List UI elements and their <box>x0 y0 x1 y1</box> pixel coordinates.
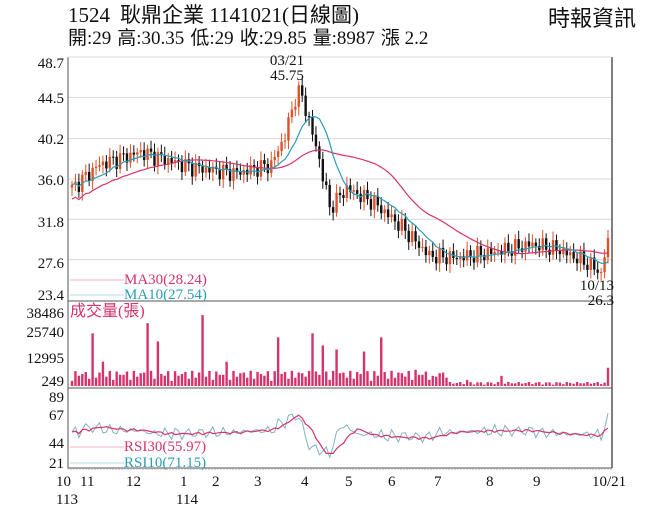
price-summary: 開:29 高:30.35 低:29 收:29.85 量:8987 漲 2.2 <box>68 28 434 50</box>
xtick-month: 5 <box>345 474 353 490</box>
xtick-month: 4 <box>301 474 309 490</box>
close-value: 收:29.85 <box>239 28 307 49</box>
chart-frame <box>67 56 613 470</box>
rsi-ytick: 44 <box>49 436 64 452</box>
price-ytick: 23.4 <box>37 288 64 304</box>
brand-label: 時報資訊 <box>547 6 636 31</box>
price-ytick: 40.2 <box>37 132 64 148</box>
xtick-month: 7 <box>434 474 442 490</box>
ma10-legend: MA10(27.54) <box>124 287 207 303</box>
stock-code: 1524 <box>68 3 110 27</box>
price-ytick: 44.5 <box>37 91 64 107</box>
change-value: 漲 2.2 <box>380 28 429 49</box>
volume-ytick: 25740 <box>26 325 65 341</box>
open-value: 開:29 <box>68 28 112 49</box>
low-date-annotation: 10/13 <box>579 278 614 294</box>
candlesticks <box>70 77 610 282</box>
xtick-month: 11 <box>80 474 95 490</box>
xtick-year: 113 <box>56 492 78 508</box>
high-date-annotation: 03/21 <box>269 53 305 69</box>
xtick-month: 6 <box>388 474 396 490</box>
rsi-ytick: 89 <box>49 390 64 406</box>
rsi10-legend: RSI10(71.15) <box>124 455 207 471</box>
volume-ytick: 38486 <box>26 306 65 322</box>
volume-title: 成交量(張) <box>70 303 145 320</box>
volume-ytick: 12995 <box>26 351 65 367</box>
low-value: 低:29 <box>190 28 234 49</box>
volume-value: 量:8987 <box>312 28 375 49</box>
low-value-annotation: 26.3 <box>587 293 614 309</box>
xtick-month: 12 <box>126 474 141 490</box>
ma30-legend: MA30(28.24) <box>124 272 207 288</box>
price-ytick: 31.8 <box>37 215 64 231</box>
xtick-month: 9 <box>533 474 541 490</box>
price-ytick: 27.6 <box>37 256 64 272</box>
chart-title: 1524 耿鼎企業 1141021(日線圖) <box>68 3 359 27</box>
xtick-month: 1 <box>180 474 188 490</box>
volume-bars <box>70 315 610 386</box>
xtick-month: 10/21 <box>592 474 627 490</box>
rsi-ytick: 21 <box>49 456 64 472</box>
price-ytick: 48.7 <box>37 56 64 72</box>
rsi30-legend: RSI30(55.97) <box>124 439 207 455</box>
xtick-year: 114 <box>176 492 198 508</box>
xtick-month: 10 <box>56 474 71 490</box>
indicator-lines <box>70 115 609 464</box>
high-value-annotation: 45.75 <box>270 68 304 84</box>
gridlines <box>68 96 612 261</box>
stock-name: 耿鼎企業 <box>120 3 204 27</box>
rsi-ytick: 67 <box>49 408 64 424</box>
xtick-month: 2 <box>212 474 220 490</box>
high-value: 高:30.35 <box>117 28 185 49</box>
xtick-month: 8 <box>486 474 494 490</box>
date-label: 1141021(日線圖) <box>209 3 359 27</box>
price-ytick: 36.0 <box>37 173 64 189</box>
volume-ytick: 249 <box>41 374 65 390</box>
xtick-month: 3 <box>254 474 262 490</box>
